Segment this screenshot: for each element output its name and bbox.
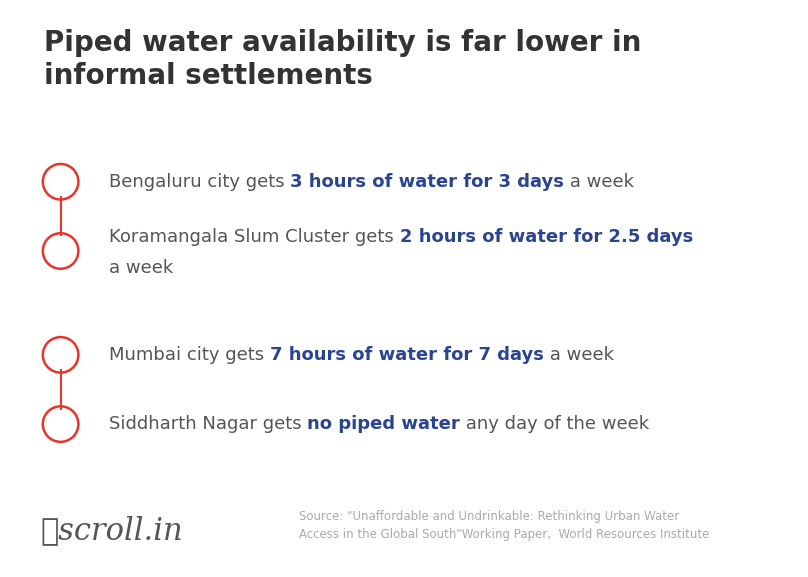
Text: Piped water availability is far lower in
informal settlements: Piped water availability is far lower in…	[44, 29, 642, 91]
Text: 2 hours of water for 2.5 days: 2 hours of water for 2.5 days	[400, 228, 692, 246]
Text: 7 hours of water for 7 days: 7 hours of water for 7 days	[270, 346, 544, 364]
Text: a week: a week	[564, 173, 634, 191]
Text: 3 hours of water for 3 days: 3 hours of water for 3 days	[290, 173, 564, 191]
Text: no piped water: no piped water	[308, 415, 461, 433]
Text: Mumbai city gets: Mumbai city gets	[109, 346, 270, 364]
Text: Koramangala Slum Cluster gets: Koramangala Slum Cluster gets	[109, 228, 400, 246]
Text: ∯scroll.in: ∯scroll.in	[40, 515, 183, 546]
Text: Siddharth Nagar gets: Siddharth Nagar gets	[109, 415, 308, 433]
Text: a week: a week	[109, 260, 174, 278]
Text: Bengaluru city gets: Bengaluru city gets	[109, 173, 290, 191]
Text: Source: "Unaffordable and Undrinkable: Rethinking Urban Water
Access in the Glob: Source: "Unaffordable and Undrinkable: R…	[299, 509, 709, 541]
Text: a week: a week	[544, 346, 614, 364]
Text: any day of the week: any day of the week	[461, 415, 650, 433]
